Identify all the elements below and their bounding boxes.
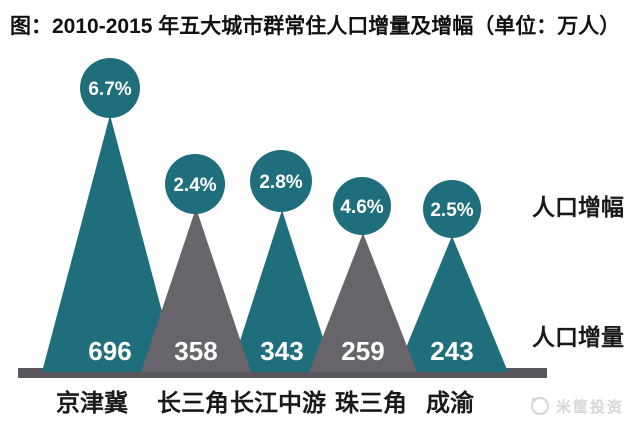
amount-value-zhusanjiao: 259 [341, 336, 384, 366]
watermark-logo-icon [531, 397, 549, 415]
triangle-jingjinji [42, 115, 178, 372]
category-label-zhusanjiao: 珠三角 [335, 389, 407, 417]
baseline-axis-bar [18, 368, 547, 378]
category-label-jingjinji: 京津冀 [56, 389, 128, 417]
legend-amount-label: 人口增量 [532, 324, 624, 350]
rate-label-changjiangzhongyou: 2.8% [259, 172, 302, 193]
triangle-chengyu [396, 236, 508, 372]
rate-circle-changjiangzhongyou [250, 150, 312, 212]
amount-value-jingjinji: 696 [88, 336, 131, 366]
amount-value-changjiangzhongyou: 343 [260, 336, 303, 366]
legend-rate-label: 人口增幅 [532, 194, 624, 220]
watermark-logo-dot-icon [532, 398, 536, 402]
rate-circle-changsanjiao [165, 154, 225, 214]
triangle-changsanjiao [141, 208, 251, 372]
triangle-changjiangzhongyou [230, 210, 334, 372]
rate-label-chengyu: 2.5% [430, 200, 473, 221]
rate-circle-zhusanjiao [333, 177, 391, 235]
amount-value-changsanjiao: 358 [174, 336, 217, 366]
chart-title: 图：2010-2015 年五大城市群常住人口增量及增幅（单位：万人） [10, 14, 620, 38]
rate-circle-jingjinji [80, 58, 140, 118]
rate-circle-chengyu [423, 180, 481, 238]
rate-label-changsanjiao: 2.4% [173, 175, 216, 196]
watermark: 米筐投资 [531, 397, 624, 416]
rate-label-zhusanjiao: 4.6% [340, 197, 383, 218]
triangle-zhusanjiao [309, 233, 417, 372]
category-label-changsanjiao: 长三角 [157, 389, 229, 417]
amount-value-chengyu: 243 [430, 336, 473, 366]
rate-label-jingjinji: 6.7% [88, 79, 131, 100]
category-label-changjiangzhongyou: 长江中游 [230, 389, 326, 417]
category-label-chengyu: 成渝 [426, 389, 475, 417]
watermark-text: 米筐投资 [556, 398, 624, 416]
